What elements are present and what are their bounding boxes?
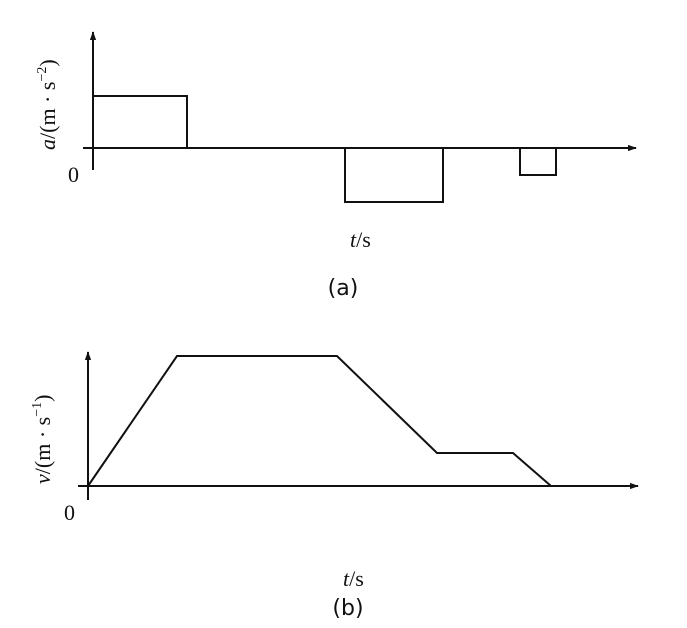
a-y-axis-label: a/(m · s−2) <box>35 59 60 150</box>
b-origin-label: 0 <box>64 500 75 525</box>
figure-b: 0 v/(m · s−1) t/s (b) <box>30 351 639 621</box>
a-x-axis-label: t/s <box>350 227 371 252</box>
a-segment-small-negative <box>519 148 557 176</box>
a-caption: (a) <box>328 276 359 301</box>
a-origin-label: 0 <box>68 162 79 187</box>
figure-a: 0 a/(m · s−2) t/s (a) <box>35 31 637 301</box>
b-velocity-line <box>87 355 552 487</box>
b-y-axis-label: v/(m · s−1) <box>30 395 55 484</box>
b-x-axis-label: t/s <box>343 566 364 591</box>
b-caption: (b) <box>332 596 363 621</box>
a-segment-positive <box>93 95 188 148</box>
a-segment-negative <box>344 148 444 203</box>
